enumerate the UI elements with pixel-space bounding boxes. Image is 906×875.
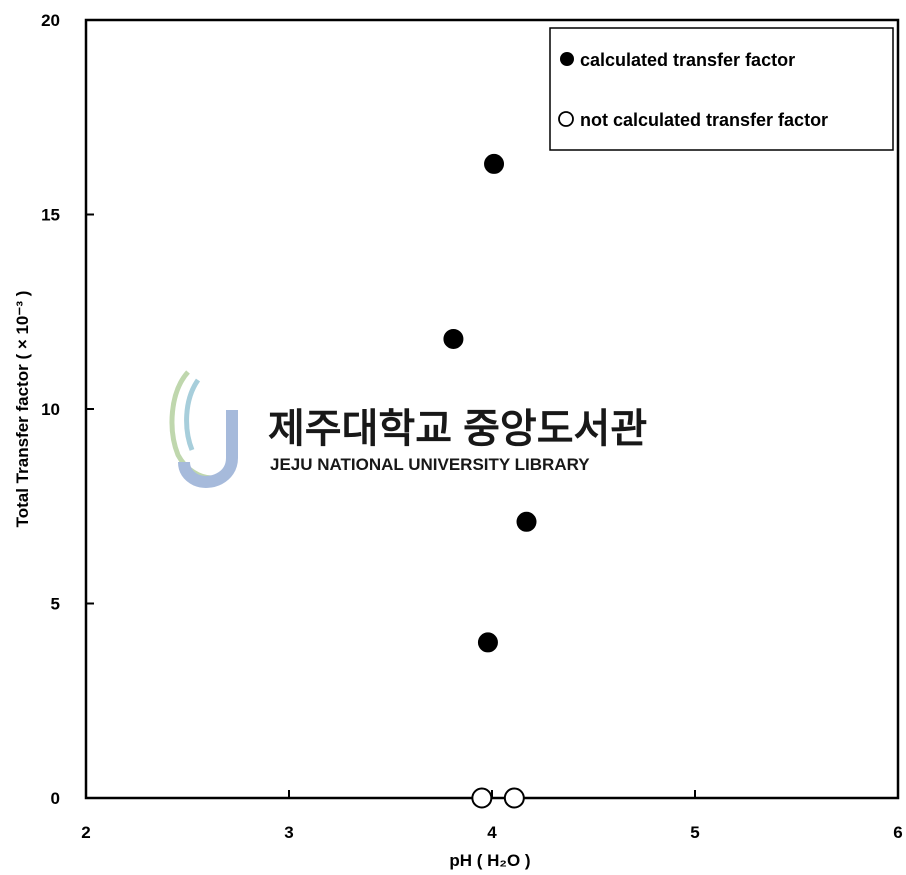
- x-tick-label: 4: [487, 823, 497, 842]
- legend-filled-circle-icon: [560, 52, 574, 66]
- y-tick-label: 5: [51, 595, 60, 614]
- data-point-calculated: [477, 632, 498, 653]
- legend-label-not-calculated: not calculated transfer factor: [580, 110, 828, 130]
- watermark-title-ko: 제주대학교 중앙도서관: [268, 407, 647, 451]
- data-points: [443, 153, 537, 809]
- x-tick-label: 2: [81, 823, 90, 842]
- data-point-not-calculated: [471, 787, 493, 809]
- watermark-subtitle-en: JEJU NATIONAL UNIVERSITY LIBRARY: [270, 455, 590, 474]
- y-tick-label: 15: [41, 206, 60, 225]
- library-watermark: 제주대학교 중앙도서관 JEJU NATIONAL UNIVERSITY LIB…: [169, 370, 647, 488]
- data-point-calculated: [484, 153, 505, 174]
- y-axis-title: Total Transfer factor ( × 10⁻³ ): [13, 291, 32, 528]
- x-axis-title: pH ( H₂O ): [449, 851, 530, 870]
- x-axis: 2 3 4 5 6: [81, 790, 903, 842]
- x-tick-label: 3: [284, 823, 293, 842]
- y-axis: 0 5 10 15 20: [41, 11, 94, 808]
- legend-label-calculated: calculated transfer factor: [580, 50, 795, 70]
- library-logo-icon: [169, 370, 238, 488]
- x-tick-label: 5: [690, 823, 699, 842]
- y-tick-label: 20: [41, 11, 60, 30]
- legend: calculated transfer factor not calculate…: [549, 27, 894, 151]
- y-tick-label: 10: [41, 400, 60, 419]
- y-tick-label: 0: [51, 789, 60, 808]
- data-point-calculated: [516, 511, 537, 532]
- data-point-calculated: [443, 328, 464, 349]
- x-tick-label: 6: [893, 823, 902, 842]
- legend-open-circle-icon: [558, 111, 574, 127]
- legend-box: [549, 27, 894, 151]
- data-point-not-calculated: [503, 787, 525, 809]
